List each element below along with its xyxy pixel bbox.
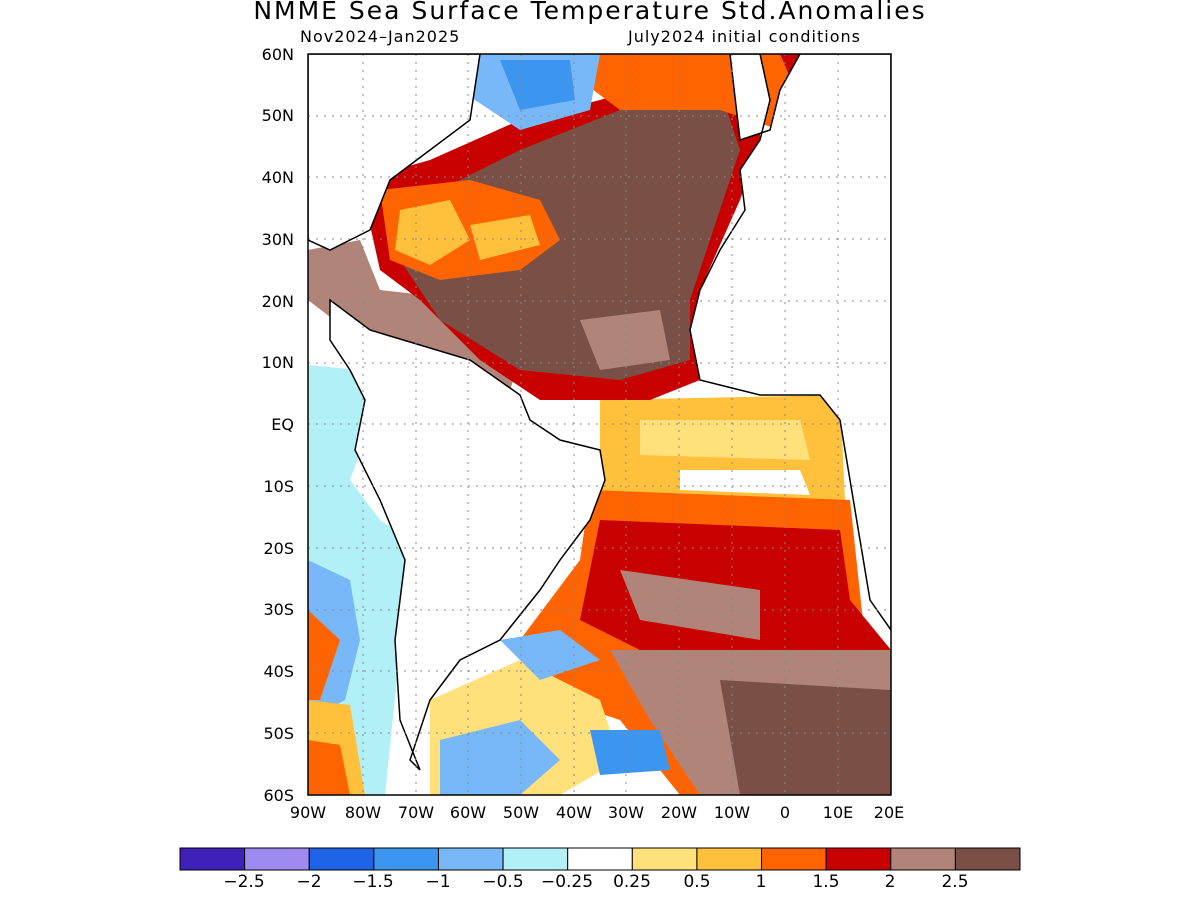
colorbar-swatch bbox=[179, 847, 246, 871]
colorbar-label: −1 bbox=[425, 872, 451, 892]
lon-label-60w: 60W bbox=[449, 803, 487, 822]
lat-label-20n: 20N bbox=[261, 292, 294, 311]
lat-label-60s: 60S bbox=[263, 786, 294, 805]
colorbar-swatch bbox=[437, 847, 504, 871]
map-title: NMME Sea Surface Temperature Std.Anomali… bbox=[253, 0, 927, 25]
colorbar-label: 0.25 bbox=[613, 872, 651, 892]
colorbar-swatch bbox=[373, 847, 439, 871]
colorbar-swatch bbox=[890, 847, 956, 871]
lon-label-80w: 80W bbox=[344, 803, 382, 822]
lat-label-30s: 30S bbox=[263, 600, 294, 619]
lon-label-20w: 20W bbox=[660, 803, 698, 822]
lon-label-30w: 30W bbox=[607, 803, 645, 822]
lat-label-10s: 10S bbox=[263, 477, 294, 496]
map-frame bbox=[307, 53, 892, 796]
lon-label-50w: 50W bbox=[502, 803, 540, 822]
lat-label-40s: 40S bbox=[263, 662, 294, 681]
lat-label-60n: 60N bbox=[261, 45, 294, 64]
colorbar-swatch bbox=[308, 847, 375, 871]
colorbar bbox=[179, 847, 1021, 871]
lat-label-30n: 30N bbox=[261, 230, 294, 249]
colorbar-label: 0.5 bbox=[683, 872, 711, 892]
colorbar-label: 2 bbox=[884, 872, 896, 892]
anomaly-field bbox=[308, 54, 891, 795]
colorbar-label: 1 bbox=[755, 872, 767, 892]
lon-label-0: 0 bbox=[779, 803, 791, 822]
colorbar-swatch bbox=[825, 847, 892, 871]
colorbar-swatch bbox=[244, 847, 310, 871]
lat-label-10n: 10N bbox=[261, 353, 294, 372]
colorbar-swatch bbox=[761, 847, 827, 871]
lon-label-10e: 10E bbox=[822, 803, 854, 822]
forecast-period: Nov2024–Jan2025 bbox=[300, 27, 461, 46]
grid-lines bbox=[308, 54, 891, 795]
colorbar-swatch bbox=[631, 847, 698, 871]
lon-label-90w: 90W bbox=[289, 803, 327, 822]
colorbar-label: −2 bbox=[296, 872, 322, 892]
lat-label-50n: 50N bbox=[261, 106, 294, 125]
colorbar-label: −0.25 bbox=[540, 872, 594, 892]
colorbar-label: 2.5 bbox=[941, 872, 969, 892]
lat-label-40n: 40N bbox=[261, 168, 294, 187]
lat-label-20s: 20S bbox=[263, 539, 294, 558]
colorbar-label: 1.5 bbox=[812, 872, 840, 892]
initial-conditions: July2024 initial conditions bbox=[628, 27, 861, 46]
colorbar-label: −0.5 bbox=[482, 872, 524, 892]
colorbar-label: −1.5 bbox=[352, 872, 394, 892]
colorbar-swatch bbox=[954, 847, 1021, 871]
colorbar-label: −2.5 bbox=[223, 872, 265, 892]
lat-label-50s: 50S bbox=[263, 724, 294, 743]
colorbar-swatch bbox=[696, 847, 763, 871]
lon-label-70w: 70W bbox=[397, 803, 435, 822]
colorbar-swatch bbox=[567, 847, 633, 871]
lon-label-10w: 10W bbox=[713, 803, 751, 822]
lat-label-eq: EQ bbox=[271, 415, 294, 434]
lon-label-20e: 20E bbox=[873, 803, 905, 822]
colorbar-swatch bbox=[502, 847, 569, 871]
lon-label-40w: 40W bbox=[555, 803, 593, 822]
